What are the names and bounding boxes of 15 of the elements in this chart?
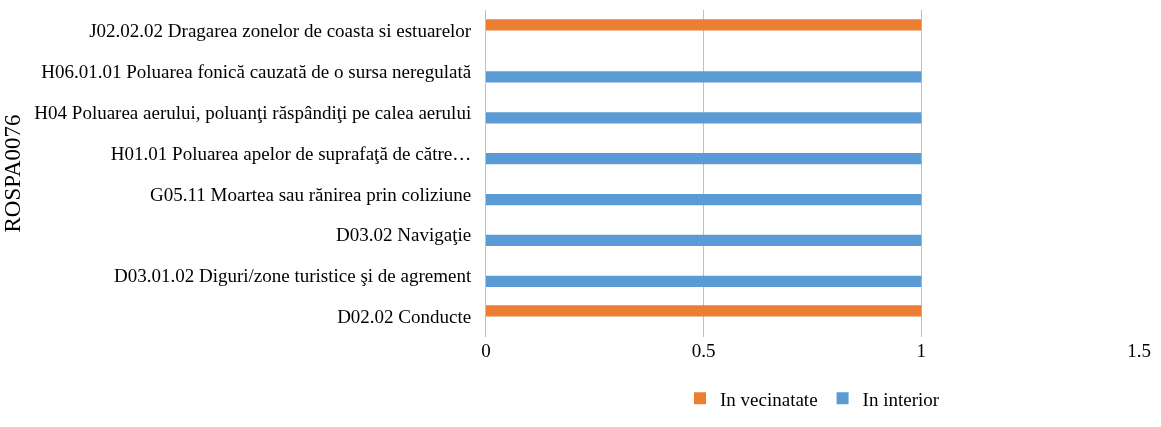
x-tick-label: 0 [481,340,491,361]
legend-label: In interior [862,388,940,410]
y-tick-label: H01.01 Poluarea apelor de suprafaţă de către… [110,142,472,164]
y-tick-label: D02.02 Conducte [337,306,472,328]
y-tick-label: H06.01.01 Poluarea fonică cauzată de o sursa neregulată [41,60,472,82]
y-tick-label: G05.11 Moartea sau rănirea prin coliziune [150,183,472,205]
x-tick-label: 1 [916,340,927,361]
y-tick-label: D03.02 Navigaţie [336,224,472,246]
x-tick-label: 1.5 [1127,340,1151,361]
y-tick-label: J02.02.02 Dragarea zonelor de coasta si estuarelor [89,20,472,42]
legend-label: In vecinatate [720,388,818,410]
y-axis-title: ROSPA0076 [0,114,25,233]
y-tick-label: H04 Poluarea aerului, poluanţi răspândiţi pe calea aerului [34,101,472,123]
y-tick-label: D03.01.02 Diguri/zone turistice şi de agrement [113,265,472,287]
x-tick-label: 0.5 [691,340,716,361]
